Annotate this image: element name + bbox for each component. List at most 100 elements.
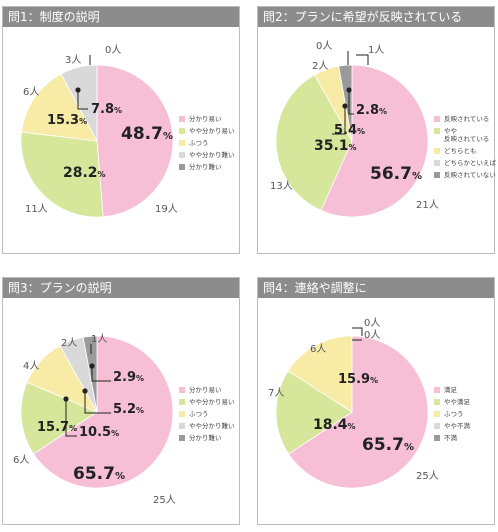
pie-slice	[288, 335, 429, 489]
percent-label: 56.7%	[370, 164, 422, 184]
pie-slice	[275, 370, 353, 455]
pie-slice	[82, 335, 98, 413]
count-label: 0人	[316, 40, 332, 52]
leader-line	[91, 366, 111, 382]
pie-slice	[21, 73, 98, 142]
legend-swatch	[434, 435, 440, 441]
pie-slice	[96, 64, 174, 218]
count-label: 4人	[23, 360, 39, 372]
pie-slice	[287, 335, 353, 413]
count-label: 13人	[270, 180, 293, 192]
count-label: 0人	[364, 317, 380, 329]
legend-label: 分かり難い	[189, 162, 222, 171]
leader-line	[84, 391, 111, 414]
legend-label: 分かり難い	[189, 433, 222, 442]
legend-swatch	[179, 423, 185, 429]
legend-swatch	[179, 387, 185, 393]
legend-swatch	[434, 148, 440, 154]
percent-label: 48.7%	[121, 124, 173, 144]
legend-swatch	[434, 387, 440, 393]
legend-swatch	[179, 116, 185, 122]
legend-swatch	[179, 399, 185, 405]
count-label: 25人	[153, 494, 176, 506]
chart-title: 問2：プランに希望が反映されている	[258, 7, 494, 27]
count-label: 7人	[268, 387, 284, 399]
legend-label: 分かり易い	[189, 114, 222, 123]
legend-swatch	[179, 152, 185, 158]
count-label: 1人	[91, 333, 107, 345]
legend-label: ふつう	[189, 410, 209, 418]
count-label: 3人	[65, 54, 81, 66]
percent-label: 5.2%	[113, 402, 144, 417]
count-label: 0人	[105, 44, 121, 56]
legend-label: やや	[444, 127, 457, 135]
percent-label: 28.2%	[63, 165, 106, 181]
pie-slice	[33, 335, 174, 489]
chart-panel-3: 問3：プランの説明 25人 6人 4人 2人 1人 65.7% 15.7% 10.5% 5.2%…	[2, 277, 240, 525]
legend-swatch	[434, 172, 440, 178]
legend-swatch	[179, 164, 185, 170]
leader-line	[348, 90, 354, 115]
percent-label: 7.8%	[91, 102, 122, 117]
legend-label: 反映されている	[444, 114, 489, 123]
legend-label: やや分かり難い	[189, 150, 235, 159]
count-label: 2人	[312, 60, 328, 72]
chart-title: 問1：制度の説明	[3, 7, 239, 27]
legend-label: 不満	[444, 434, 458, 442]
leader-line	[356, 54, 369, 65]
percent-label: 2.9%	[113, 370, 144, 385]
count-label: 25人	[416, 470, 439, 482]
legend-swatch	[434, 116, 440, 122]
pie-slice	[338, 64, 353, 142]
percent-label: 35.1%	[314, 138, 357, 154]
legend-label: 反映されていない	[444, 170, 496, 179]
count-label: 6人	[13, 454, 29, 466]
legend-label: どちらかといえば	[444, 158, 496, 167]
percent-label: 15.7%	[37, 420, 77, 435]
pie-slice	[320, 64, 429, 218]
percent-label: 10.5%	[79, 425, 119, 440]
legend-label: やや分かり易い	[189, 397, 235, 406]
pie-chart-1: 19人 11人 6人 3人 0人 48.7% 28.2% 15.3% 7.8% 分かり易いやや分か…	[20, 44, 235, 218]
pie-slice	[20, 131, 104, 218]
legend-swatch	[179, 435, 185, 441]
legend-label: やや不満	[444, 422, 471, 430]
count-label: 2人	[61, 337, 77, 349]
pie-slice	[275, 74, 353, 211]
legend-swatch	[179, 140, 185, 146]
percent-label: 2.8%	[356, 103, 387, 118]
legend-swatch	[179, 128, 185, 134]
legend-label: ふつう	[189, 139, 209, 147]
legend-label: やや分かり易い	[189, 126, 235, 135]
chart-title: 問4：連絡や調整に	[258, 278, 494, 298]
percent-label: 5.4%	[334, 123, 365, 138]
legend-label: 反映されている	[444, 134, 489, 143]
leader-line	[77, 90, 88, 110]
legend-label: やや満足	[444, 398, 471, 406]
legend-label: どちらとも	[444, 147, 477, 155]
pie-chart-3: 25人 6人 4人 2人 1人 65.7% 15.7% 10.5% 5.2% 2.9% 分かり易いや…	[13, 333, 235, 506]
count-label: 11人	[25, 203, 48, 215]
count-label: 0人	[364, 329, 380, 341]
leader-line	[65, 399, 77, 437]
leader-line	[332, 106, 346, 135]
legend-label: やや分かり難い	[189, 421, 235, 430]
chart-title: 問3：プランの説明	[3, 278, 239, 298]
legend-swatch	[434, 128, 440, 134]
legend-label: 満足	[444, 386, 458, 394]
legend-swatch	[434, 160, 440, 166]
legend-swatch	[434, 423, 440, 429]
percent-label: 65.7%	[362, 435, 414, 455]
percent-label: 15.3%	[47, 113, 87, 128]
legend-swatch	[434, 411, 440, 417]
leader-line	[352, 327, 363, 336]
legend-label: 分かり易い	[189, 385, 222, 394]
legend-swatch	[179, 411, 185, 417]
chart-panel-2: 問2：プランに希望が反映されている 21人 13人 2人 0人 1人 56.7% 35.1%…	[257, 6, 496, 254]
pie-slice	[60, 64, 98, 142]
count-label: 19人	[155, 203, 178, 215]
percent-label: 15.9%	[338, 372, 378, 387]
count-label: 6人	[310, 343, 326, 355]
